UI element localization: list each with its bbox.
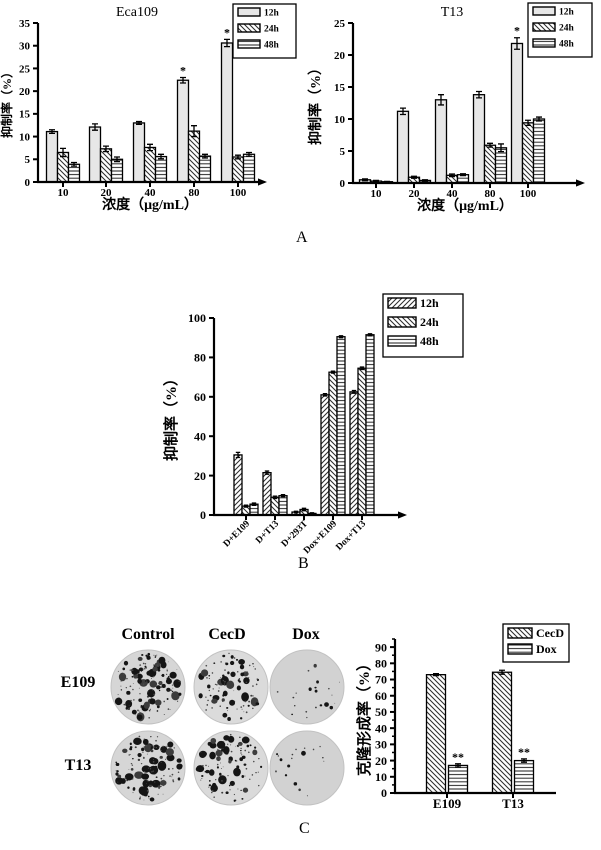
- colony-row-label-e109: E109: [60, 674, 96, 691]
- colony-dish-t13-dox: [269, 730, 345, 806]
- svg-text:E109: E109: [433, 796, 462, 811]
- svg-text:24h: 24h: [559, 23, 575, 33]
- svg-text:90: 90: [375, 640, 387, 654]
- svg-text:15: 15: [19, 109, 31, 121]
- svg-text:10: 10: [371, 188, 383, 200]
- svg-text:15: 15: [334, 82, 346, 94]
- svg-text:20: 20: [101, 187, 113, 199]
- panel-label-b: B: [298, 555, 310, 572]
- colony-dish-t13-cecd: [193, 730, 269, 806]
- svg-text:Dox+T13: Dox+T13: [334, 519, 368, 553]
- svg-text:48h: 48h: [559, 39, 575, 49]
- svg-text:10: 10: [334, 114, 346, 126]
- colony-column-header-cecd: CecD: [208, 626, 246, 643]
- svg-text:20: 20: [194, 469, 206, 483]
- svg-text:70: 70: [375, 673, 387, 687]
- svg-text:20: 20: [334, 50, 346, 62]
- svg-text:5: 5: [25, 154, 31, 166]
- svg-text:12h: 12h: [559, 7, 575, 17]
- svg-text:60: 60: [194, 390, 206, 404]
- svg-text:80: 80: [485, 188, 497, 200]
- svg-text:40: 40: [447, 188, 459, 200]
- svg-text:12h: 12h: [264, 8, 280, 18]
- svg-text:60: 60: [375, 689, 387, 703]
- svg-text:20: 20: [409, 188, 421, 200]
- svg-text:浓度（μg/mL）: 浓度（μg/mL）: [417, 197, 513, 214]
- svg-text:50: 50: [375, 705, 387, 719]
- svg-text:CecD: CecD: [536, 626, 564, 640]
- svg-text:24h: 24h: [420, 315, 439, 329]
- svg-text:30: 30: [375, 738, 387, 752]
- bar-chart-clonogenic: ** ** 0 10 20 30 40 50 60 70 80 90 E109 T13 克隆形成率（%） Ce…: [355, 623, 570, 811]
- colony-dish-e109-dox: [269, 649, 345, 725]
- colony-column-header-dox: Dox: [292, 626, 320, 643]
- svg-text:30: 30: [19, 41, 31, 53]
- svg-text:25: 25: [334, 18, 346, 30]
- svg-text:40: 40: [145, 187, 157, 199]
- svg-text:**: **: [452, 750, 464, 764]
- svg-text:Dox: Dox: [536, 642, 557, 656]
- svg-text:48h: 48h: [264, 40, 280, 50]
- svg-text:48h: 48h: [420, 334, 439, 348]
- bar-chart-t13: * 0 5 10 15 20 25 10 20 40 80 100 T13 浓度（μg/mL） 抑制率（%）…: [307, 2, 593, 214]
- svg-text:25: 25: [19, 63, 31, 75]
- svg-text:抑制率（%）: 抑制率（%）: [0, 66, 14, 138]
- svg-text:100: 100: [520, 188, 537, 200]
- colony-dish-t13-control: [110, 730, 186, 806]
- svg-text:10: 10: [375, 770, 387, 784]
- svg-text:40: 40: [375, 721, 387, 735]
- svg-text:100: 100: [230, 187, 247, 199]
- bar-chart-eca109: * * 0 5 10 15 20 25 30 35 10 20 40 80 100 Eca109 浓度（μg/m…: [0, 3, 297, 213]
- svg-text:40: 40: [194, 429, 206, 443]
- svg-text:Eca109: Eca109: [116, 5, 158, 20]
- svg-text:D+T13: D+T13: [254, 519, 281, 546]
- svg-text:*: *: [180, 64, 186, 78]
- svg-text:0: 0: [340, 178, 346, 190]
- svg-text:0: 0: [200, 508, 206, 522]
- svg-text:抑制率（%）: 抑制率（%）: [162, 371, 180, 461]
- colony-dish-e109-control: [110, 649, 186, 725]
- svg-text:克隆形成率（%）: 克隆形成率（%）: [355, 656, 373, 776]
- svg-text:抑制率（%）: 抑制率（%）: [307, 61, 324, 145]
- svg-text:*: *: [514, 24, 520, 38]
- colony-dish-e109-cecd: [193, 649, 269, 725]
- svg-text:*: *: [224, 25, 230, 39]
- svg-text:**: **: [518, 745, 530, 759]
- svg-text:10: 10: [19, 131, 31, 143]
- svg-text:80: 80: [375, 657, 387, 671]
- svg-text:5: 5: [340, 146, 346, 158]
- svg-text:24h: 24h: [264, 24, 280, 34]
- svg-text:浓度（μg/mL）: 浓度（μg/mL）: [102, 196, 198, 213]
- svg-text:20: 20: [375, 754, 387, 768]
- svg-text:0: 0: [25, 177, 31, 189]
- svg-text:10: 10: [58, 187, 70, 199]
- svg-text:0: 0: [381, 786, 387, 800]
- svg-text:D+E109: D+E109: [222, 519, 252, 549]
- svg-text:12h: 12h: [420, 296, 439, 310]
- svg-text:80: 80: [194, 351, 206, 365]
- svg-text:20: 20: [19, 86, 31, 98]
- svg-text:35: 35: [19, 18, 31, 30]
- svg-text:T13: T13: [502, 796, 524, 811]
- panel-label-a: A: [296, 229, 309, 246]
- colony-row-label-t13: T13: [64, 757, 92, 774]
- svg-text:80: 80: [189, 187, 201, 199]
- panel-label-c: C: [299, 820, 311, 837]
- colony-column-header-control: Control: [121, 626, 175, 643]
- svg-text:100: 100: [188, 311, 206, 325]
- svg-text:T13: T13: [441, 5, 464, 20]
